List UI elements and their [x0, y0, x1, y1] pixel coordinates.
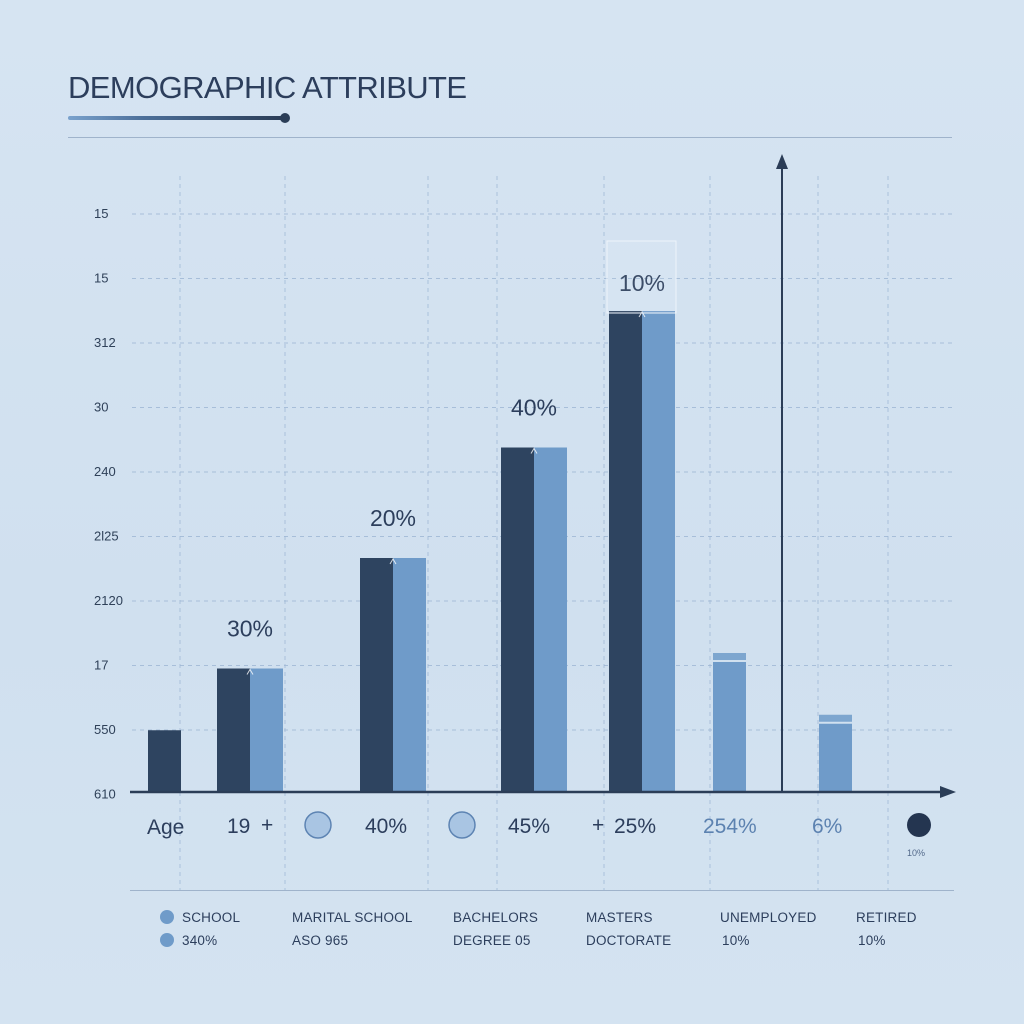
x-row-value: 45%	[508, 815, 550, 838]
bar-value-label: 30%	[227, 616, 273, 642]
x-row-value: 40%	[365, 815, 407, 838]
bar-dark	[360, 558, 393, 792]
x-axis-row: Age 19 +40% 45% +25% 254% 6% 10%	[147, 811, 931, 858]
legend-label: DOCTORATE	[586, 933, 672, 948]
legend-label: 340%	[182, 933, 218, 948]
axes	[130, 154, 956, 798]
x-row-value: 254%	[703, 815, 757, 838]
x-row-value: 25%	[614, 815, 656, 838]
plus-icon: +	[261, 814, 273, 837]
legend-label: 10%	[858, 933, 886, 948]
legend-marker	[160, 910, 174, 924]
x-axis-arrowhead	[940, 786, 956, 798]
bars	[148, 311, 852, 792]
vertical-marker-arrowhead	[776, 154, 788, 169]
y-tick-label: 240	[94, 464, 116, 479]
bar-light-cap	[819, 714, 852, 722]
bar-arrow-marker	[246, 668, 254, 675]
legend-label: BACHELORS	[453, 910, 539, 925]
filled-circle-icon	[907, 813, 931, 837]
y-tick-label: 2120	[94, 593, 123, 608]
bar-light	[819, 723, 852, 792]
legend-label: SCHOOL	[182, 910, 241, 925]
bar-dark	[609, 311, 642, 792]
legend-label: UNEMPLOYED	[720, 910, 817, 925]
bar-value-label: 40%	[511, 395, 557, 421]
y-tick-label: 312	[94, 335, 116, 350]
legend-marker	[160, 933, 174, 947]
x-row-label: Age	[147, 816, 184, 839]
y-tick-label: 17	[94, 658, 108, 673]
y-axis-ticks: 15 15 312 30 240 2l25 2120 17 550 610	[94, 206, 123, 802]
y-tick-label: 15	[94, 271, 108, 286]
bar-light	[642, 311, 675, 792]
y-tick-label: 610	[94, 787, 116, 802]
y-tick-label: 2l25	[94, 529, 119, 544]
bar-arrow-marker	[638, 311, 646, 318]
legend-label: RETIRED	[856, 910, 917, 925]
x-row-value: 19	[227, 815, 250, 838]
legend-label: MASTERS	[586, 910, 653, 925]
legend: SCHOOL 340% MARITAL SCHOOL ASO 965 BACHE…	[0, 906, 1024, 966]
bar-light-cap	[713, 653, 746, 660]
bar-light	[713, 662, 746, 792]
title-underline	[68, 113, 290, 123]
bar-value-label: 10%	[619, 270, 665, 296]
bar-label-highlight	[606, 240, 677, 314]
bar-light	[393, 558, 426, 792]
bar-dark	[148, 730, 181, 792]
bar-light	[534, 447, 567, 792]
bar-dark	[501, 447, 534, 792]
y-tick-label: 30	[94, 400, 108, 415]
bar-chart: 15 15 312 30 240 2l25 2120 17 550 610 30% 20% 40% 10…	[94, 154, 956, 890]
bar-light	[250, 668, 283, 792]
y-tick-label: 15	[94, 206, 108, 221]
bar-dark	[217, 668, 250, 792]
bar-value-label: 20%	[370, 505, 416, 531]
bar-arrow-marker	[530, 447, 538, 454]
plus-icon: +	[592, 814, 604, 837]
chart-title: DEMOGRAPHIC ATTRIBUTE	[68, 70, 467, 105]
legend-label: 10%	[722, 933, 750, 948]
legend-label: ASO 965	[292, 933, 349, 948]
bar-labels: 30% 20% 40% 10%	[227, 240, 677, 642]
x-row-footnote: 10%	[907, 848, 925, 858]
legend-item-school: SCHOOL	[160, 910, 240, 925]
legend-divider	[130, 890, 954, 891]
legend-item-school-value: 340%	[160, 933, 217, 948]
circle-icon	[448, 811, 476, 839]
legend-label: MARITAL SCHOOL	[292, 910, 413, 925]
x-row-value: 6%	[812, 815, 842, 838]
legend-label: DEGREE 05	[453, 933, 531, 948]
header-divider	[68, 137, 952, 138]
bar-arrow-marker	[389, 558, 397, 565]
y-tick-label: 550	[94, 722, 116, 737]
circle-icon	[304, 811, 332, 839]
